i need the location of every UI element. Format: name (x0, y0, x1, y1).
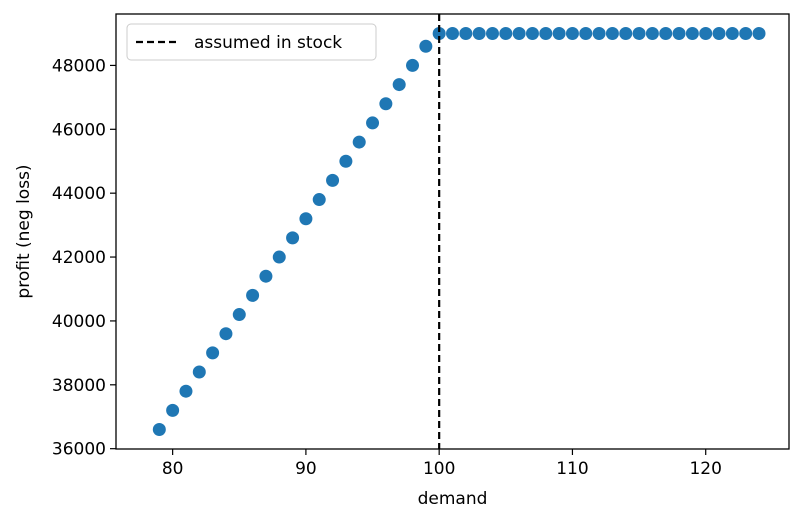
data-point (459, 26, 473, 40)
data-point (379, 97, 393, 111)
data-point (552, 26, 566, 40)
data-point (592, 26, 606, 40)
data-point (286, 231, 300, 245)
data-point (539, 26, 553, 40)
data-point (219, 327, 233, 341)
x-axis-label: demand (418, 489, 488, 509)
data-point (645, 26, 659, 40)
y-tick-label: 36000 (52, 440, 106, 460)
x-axis-ticks: 80 90 100 110 120 (162, 449, 722, 479)
data-point (712, 26, 726, 40)
data-point (446, 26, 459, 40)
x-tick-label: 100 (423, 459, 455, 479)
data-point (259, 269, 273, 283)
data-point (499, 26, 513, 40)
data-point (739, 26, 753, 40)
data-point (192, 365, 206, 379)
data-point (619, 26, 633, 40)
data-point (299, 212, 313, 226)
data-point (485, 26, 499, 40)
data-points (152, 26, 766, 437)
data-point (152, 423, 166, 437)
data-point (206, 346, 220, 360)
data-point (565, 26, 579, 40)
data-point (472, 26, 486, 40)
y-tick-label: 38000 (52, 376, 106, 396)
legend-box (126, 23, 377, 61)
data-point (246, 288, 260, 302)
y-tick-label: 48000 (52, 56, 106, 76)
y-axis-ticks: 36000 38000 40000 42000 44000 46000 48000 (52, 56, 116, 460)
x-tick-label: 110 (556, 459, 588, 479)
legend: assumed in stock (126, 23, 377, 61)
data-point (659, 26, 673, 40)
data-point (352, 135, 366, 149)
data-point (579, 26, 593, 40)
data-point (672, 26, 686, 40)
y-axis-label: profit (neg loss) (14, 164, 34, 298)
y-tick-label: 44000 (52, 184, 106, 204)
data-point (632, 26, 646, 40)
y-tick-label: 40000 (52, 312, 106, 332)
data-point (272, 250, 286, 264)
x-tick-label: 120 (689, 459, 721, 479)
data-point (312, 193, 326, 207)
data-point (605, 26, 619, 40)
data-point (326, 173, 340, 187)
data-point (232, 308, 246, 322)
data-point (725, 26, 739, 40)
data-point (166, 403, 180, 417)
x-tick-label: 80 (162, 459, 184, 479)
plot-frame (115, 13, 790, 450)
data-point (699, 26, 713, 40)
data-point (432, 26, 446, 40)
y-tick-label: 46000 (52, 120, 106, 140)
x-tick-label: 90 (295, 459, 317, 479)
data-point (406, 58, 420, 72)
data-point (366, 116, 380, 130)
y-tick-label: 42000 (52, 248, 106, 268)
data-point (419, 39, 433, 53)
data-point (685, 26, 699, 40)
data-point (752, 26, 766, 40)
data-point (512, 26, 526, 40)
data-point (339, 154, 353, 168)
data-point (392, 78, 406, 92)
legend-entry-label: assumed in stock (194, 33, 342, 53)
data-point (525, 26, 539, 40)
data-point (179, 384, 193, 398)
